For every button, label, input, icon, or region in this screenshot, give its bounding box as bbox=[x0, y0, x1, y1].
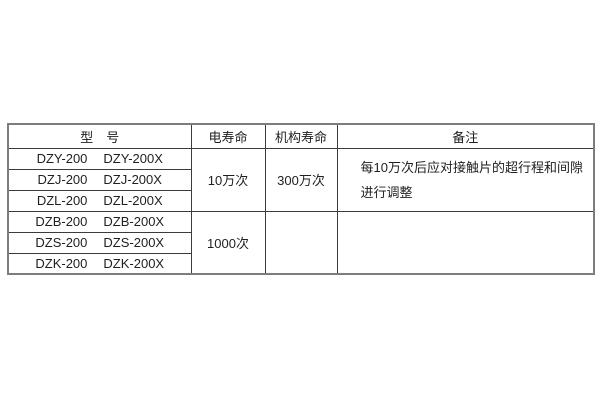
model-name: DZL-200X bbox=[103, 193, 163, 208]
model-cell: DZL-200 DZL-200X bbox=[7, 189, 192, 212]
table-row-dzl: DZL-200 DZL-200X bbox=[7, 189, 594, 212]
model-name: DZY-200X bbox=[103, 151, 163, 166]
header-model: 型 号 bbox=[7, 123, 192, 149]
model-pair: DZY-200 DZY-200X bbox=[9, 151, 191, 166]
model-pair: DZL-200 DZL-200X bbox=[9, 193, 191, 208]
header-electrical-life: 电寿命 bbox=[190, 123, 266, 149]
model-name: DZK-200X bbox=[103, 255, 165, 271]
model-name: DZB-200 bbox=[35, 214, 88, 229]
mechanism-life-cell: 300万次 bbox=[264, 147, 338, 212]
model-name: DZS-200 bbox=[35, 235, 88, 250]
header-remarks: 备注 bbox=[336, 123, 595, 149]
model-cell: DZS-200 DZS-200X bbox=[7, 231, 192, 254]
model-name: DZJ-200 bbox=[37, 172, 88, 187]
table-row-dzb: DZB-200 DZB-200X 1000次 bbox=[7, 210, 595, 275]
header-row: 型 号 电寿命 机构寿命 备注 bbox=[7, 123, 595, 149]
electrical-life-cell: 10万次 bbox=[190, 147, 266, 212]
remarks-line: 每10万次后应对接触片的超行程和间隙 bbox=[360, 159, 583, 175]
model-pair: DZK-200 DZK-200X bbox=[9, 256, 191, 271]
remarks-line: 进行调整 bbox=[360, 184, 413, 200]
model-name: DZB-200X bbox=[103, 214, 165, 229]
model-cell: DZB-200 DZB-200X bbox=[7, 210, 192, 233]
model-pair: DZJ-200 DZJ-200X bbox=[9, 172, 191, 187]
table-row-dzy: DZY-200 DZY-200X 10万次 300万次 每10万次后应对接触片的… bbox=[7, 147, 595, 212]
model-cell: DZY-200 DZY-200X bbox=[7, 147, 192, 170]
table-row-dzj: DZJ-200 DZJ-200X bbox=[7, 168, 594, 191]
table-row-dzk: DZK-200 DZK-200X bbox=[7, 252, 594, 275]
model-cell: DZK-200 DZK-200X bbox=[7, 252, 192, 275]
header-mechanism-life: 机构寿命 bbox=[264, 123, 338, 149]
relay-endurance-spec-table: 型 号 电寿命 机构寿命 备注 DZY-200 DZY-200X 10万次 30… bbox=[7, 123, 595, 275]
model-name: DZL-200 bbox=[36, 193, 88, 208]
electrical-life-cell: 1000次 bbox=[190, 210, 266, 275]
model-name: DZJ-200X bbox=[103, 172, 162, 187]
model-name: DZY-200 bbox=[36, 151, 88, 166]
model-pair: DZB-200 DZB-200X bbox=[9, 214, 191, 229]
model-name: DZS-200X bbox=[103, 235, 165, 250]
model-cell: DZJ-200 DZJ-200X bbox=[7, 168, 192, 191]
model-pair: DZS-200 DZS-200X bbox=[9, 235, 191, 250]
remarks-cell: 每10万次后应对接触片的超行程和间隙 进行调整 bbox=[336, 147, 595, 212]
remarks-cell bbox=[336, 210, 595, 275]
mechanism-life-cell bbox=[264, 210, 338, 275]
model-name: DZK-200 bbox=[35, 255, 88, 271]
